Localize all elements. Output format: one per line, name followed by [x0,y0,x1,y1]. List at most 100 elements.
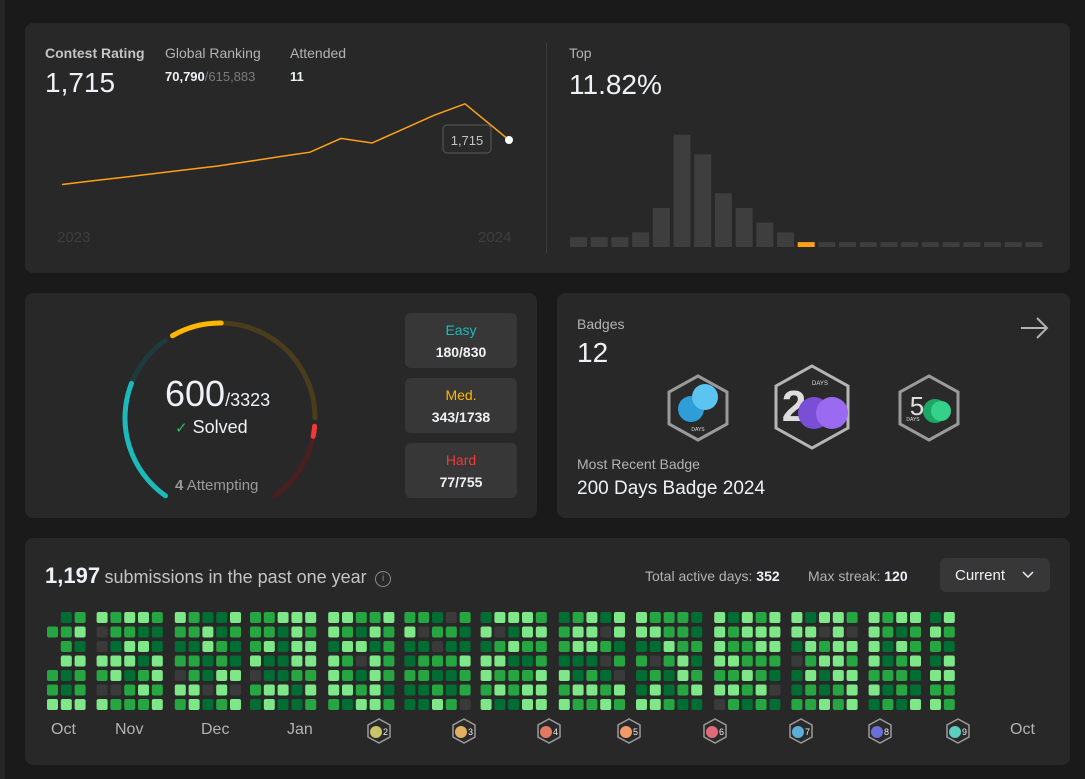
heatmap-cell [522,655,533,667]
solved-label-row: ✓ Solved [175,417,248,438]
heatmap-cell [328,670,340,681]
heatmap-cell [535,641,547,652]
heatmap-cell [614,655,625,667]
hard-stat[interactable]: Hard 77/755 [405,443,517,498]
ring-segment [122,337,168,499]
heatmap-cell [174,626,186,638]
heatmap-cell [805,655,817,667]
heatmap-cell [691,626,703,638]
heatmap-cell [896,612,908,623]
heatmap-cell [832,626,844,638]
distribution-bar [921,242,939,247]
current-year-select[interactable]: Current [940,558,1050,592]
heatmap-cell [404,641,416,652]
monthly-badge-icon[interactable]: 2 [367,718,391,749]
heatmap-cell [277,655,289,667]
medium-stat[interactable]: Med. 343/1738 [405,378,517,433]
heatmap-cell [383,670,395,681]
heatmap-cell [418,684,430,696]
heatmap-cell [74,699,86,710]
rating-distribution-chart[interactable] [570,123,1050,248]
heatmap-cell [383,626,395,638]
solved-label: Solved [192,417,248,437]
svg-text:4: 4 [553,727,558,737]
easy-stat[interactable]: Easy 180/830 [405,313,517,368]
heatmap-cell [230,684,241,696]
heatmap-cell [494,699,506,710]
heatmap-cell [910,641,921,652]
chevron-down-icon [1022,571,1034,579]
rating-line-chart[interactable]: 1,715 2023 2024 [25,23,546,273]
heatmap-cell [930,655,941,667]
heatmap-cell [432,684,443,696]
max-streak-label: Max streak: [808,568,881,584]
heatmap-cell [432,655,443,667]
heatmap-cell [418,612,430,623]
distribution-bar [901,242,919,247]
heatmap-cell [445,670,457,681]
heatmap-cell [342,655,353,667]
monthly-badge-icon[interactable]: 9 [946,718,970,749]
attempting-label: Attempting [186,477,259,494]
info-icon[interactable]: i [375,570,392,587]
heatmap-cell [188,670,200,681]
heatmap-cell [404,626,416,638]
heatmap-cell [418,655,430,667]
month-label: Oct [51,721,76,738]
global-ranking-value: 70,790/615,883 [165,69,255,84]
active-days-label: Total active days: [645,568,753,584]
heatmap-cell [328,684,340,696]
monthly-badge-icon[interactable]: 4 [537,718,561,749]
heatmap-cell [263,626,275,638]
heatmap-cell [124,612,136,623]
heatmap-cell [600,684,612,696]
distribution-bar [1025,242,1043,247]
heatmap-cell [649,655,661,667]
heatmap-cell [558,699,570,710]
heatmap-cell [741,684,753,696]
heatmap-cell [459,699,471,710]
recent-badge-name: 200 Days Badge 2024 [577,478,766,499]
monthly-badge-icon[interactable]: 5 [617,718,641,749]
heatmap-cell [508,655,520,667]
medium-label: Med. [445,387,477,403]
heatmap-cell [110,670,122,681]
200-days-badge-icon[interactable]: 2 DAYS [772,363,852,451]
heatmap-cell [263,684,275,696]
heatmap-cell [74,641,86,652]
top-label: Top [569,45,592,61]
heatmap-cell [882,655,894,667]
heatmap-cell [677,612,689,623]
arrow-right-icon[interactable] [1019,315,1051,341]
submission-heatmap[interactable] [25,608,1070,718]
heatmap-cell [600,670,612,681]
heatmap-cell [216,626,228,638]
monthly-badge-icon[interactable]: 6 [703,718,727,749]
heatmap-cell [572,641,584,652]
heatmap-cell [202,684,214,696]
heatmap-cell [868,670,880,681]
days-badge-icon[interactable]: DAYS [665,373,731,443]
hard-value: 77/755 [439,474,483,490]
monthly-badge-icon[interactable]: 7 [789,718,813,749]
heatmap-cell [791,684,803,696]
heatmap-cell [896,626,908,638]
heatmap-cell [882,699,894,710]
monthly-badge-icon[interactable]: 8 [868,718,892,749]
heatmap-cell [277,699,289,710]
heatmap-cell [174,699,186,710]
50-days-badge-icon[interactable]: 5 DAYS [897,373,961,443]
heatmap-cell [636,684,647,696]
heatmap-cell [910,612,921,623]
distribution-bar [632,232,650,247]
monthly-badge-icon[interactable]: 3 [452,718,476,749]
heatmap-cell [138,684,149,696]
heatmap-cell [418,670,430,681]
heatmap-cell [328,612,340,623]
heatmap-cell [868,641,880,652]
ring-segment [272,423,318,499]
heatmap-cell [216,699,228,710]
contest-rating-label: Contest Rating [45,45,145,61]
heatmap-cell [202,626,214,638]
solved-progress-ring[interactable] [110,308,330,508]
